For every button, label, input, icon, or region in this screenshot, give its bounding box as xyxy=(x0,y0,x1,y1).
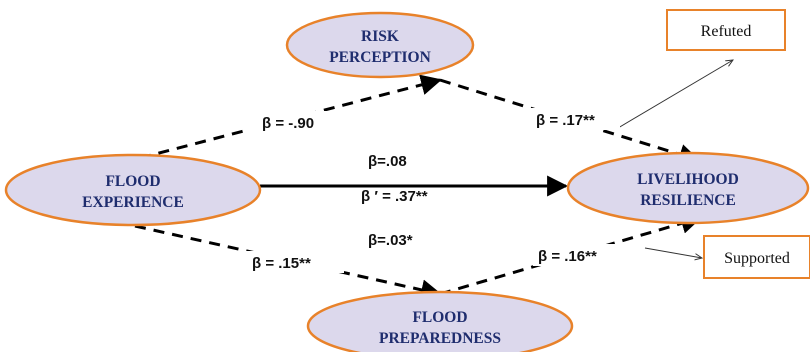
coef-direct-b: β ′ = .37** xyxy=(361,188,428,205)
coef-direct-c: β=.03* xyxy=(368,232,413,249)
node-experience-line2: EXPERIENCE xyxy=(82,194,184,211)
coef-risk-to-livelihood: β = .17** xyxy=(536,112,595,129)
node-risk-line1: RISK xyxy=(361,28,399,45)
refuted-box: Refuted xyxy=(666,9,786,51)
node-flood-preparedness: FLOOD PREPAREDNESS xyxy=(306,290,574,352)
node-livelihood-line1: LIVELIHOOD xyxy=(637,171,739,188)
node-risk-line2: PERCEPTION xyxy=(329,49,431,66)
node-preparedness-line2: PREPAREDNESS xyxy=(379,330,501,347)
supported-pointer xyxy=(644,247,702,258)
node-experience-line1: FLOOD xyxy=(105,173,160,190)
node-preparedness-line1: FLOOD xyxy=(412,309,467,326)
coef-experience-to-risk: β = -.90 xyxy=(262,115,314,132)
supported-box: Supported xyxy=(703,235,810,279)
refuted-pointer xyxy=(617,60,733,129)
node-risk-perception: RISK PERCEPTION xyxy=(285,11,475,79)
coef-direct-a: β=.08 xyxy=(368,153,407,170)
supported-label: Supported xyxy=(724,250,790,267)
node-livelihood-line2: RESILIENCE xyxy=(640,192,736,209)
coef-experience-to-preparedness: β = .15** xyxy=(252,255,311,272)
coef-preparedness-to-livelihood: β = .16** xyxy=(538,248,597,265)
node-flood-experience: FLOOD EXPERIENCE xyxy=(4,153,262,227)
node-livelihood-resilience: LIVELIHOOD RESILIENCE xyxy=(566,151,810,225)
refuted-label: Refuted xyxy=(701,23,752,40)
